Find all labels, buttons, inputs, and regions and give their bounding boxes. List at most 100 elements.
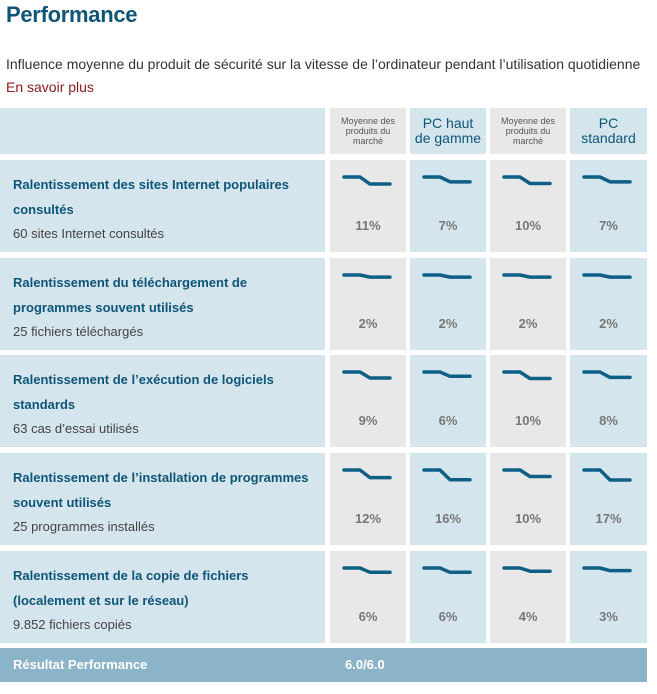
slowdown-line bbox=[582, 566, 632, 573]
value-cell-market-avg-1: 6% bbox=[330, 551, 406, 643]
value-cell-market-avg-1: 12% bbox=[330, 453, 406, 545]
slowdown-value: 4% bbox=[518, 609, 538, 624]
slowdown-value: 2% bbox=[358, 316, 378, 331]
row-label-cell: Ralentissement de l’installation de prog… bbox=[0, 453, 325, 545]
slowdown-value: 6% bbox=[438, 413, 458, 428]
slowdown-line bbox=[422, 468, 472, 482]
value-cell-high-end-pc: 7% bbox=[410, 160, 486, 252]
slowdown-graph-icon bbox=[582, 273, 632, 279]
value-cell-market-avg-1: 11% bbox=[330, 160, 406, 252]
slowdown-value: 7% bbox=[599, 218, 618, 233]
slowdown-line bbox=[422, 273, 472, 279]
slowdown-line bbox=[342, 273, 392, 279]
slowdown-graph-icon bbox=[582, 566, 632, 573]
slowdown-value: 2% bbox=[599, 316, 618, 331]
learn-more-link[interactable]: En savoir plus bbox=[6, 79, 94, 95]
table-row: Ralentissement des sites Internet popula… bbox=[0, 160, 657, 252]
slowdown-value: 6% bbox=[358, 609, 378, 624]
value-cell-standard-pc: 17% bbox=[570, 453, 647, 545]
slowdown-value: 7% bbox=[438, 218, 458, 233]
value-cell-market-avg-2: 10% bbox=[490, 160, 566, 252]
value-cell-market-avg-1: 2% bbox=[330, 258, 406, 350]
result-score: 6.0/6.0 bbox=[345, 657, 385, 672]
row-label-cell: Ralentissement du téléchargement de prog… bbox=[0, 258, 325, 350]
slowdown-graph-icon bbox=[342, 273, 392, 279]
slowdown-graph-icon bbox=[582, 175, 632, 184]
value-cell-high-end-pc: 6% bbox=[410, 551, 486, 643]
slowdown-graph-icon bbox=[502, 370, 552, 381]
slowdown-line bbox=[422, 566, 472, 575]
table-row: Ralentissement de l’exécution de logicie… bbox=[0, 355, 657, 447]
col-header-market-avg-2: Moyenne des produits du marché bbox=[490, 108, 566, 154]
value-cell-high-end-pc: 2% bbox=[410, 258, 486, 350]
slowdown-line bbox=[582, 175, 632, 184]
value-cell-market-avg-2: 10% bbox=[490, 453, 566, 545]
slowdown-graph-icon bbox=[422, 566, 472, 575]
slowdown-line bbox=[582, 468, 632, 482]
value-cell-market-avg-2: 10% bbox=[490, 355, 566, 447]
slowdown-graph-icon bbox=[342, 175, 392, 186]
value-cell-standard-pc: 8% bbox=[570, 355, 647, 447]
value-cell-standard-pc: 2% bbox=[570, 258, 647, 350]
slowdown-graph-icon bbox=[422, 468, 472, 482]
slowdown-graph-icon bbox=[342, 566, 392, 575]
slowdown-value: 16% bbox=[434, 511, 462, 526]
slowdown-line bbox=[502, 566, 552, 573]
row-title: Ralentissement de l’installation de prog… bbox=[13, 470, 309, 510]
slowdown-line bbox=[582, 273, 632, 279]
row-subtitle: 63 cas d’essai utilisés bbox=[13, 421, 139, 436]
col-header-market-avg-1: Moyenne des produits du marché bbox=[330, 108, 406, 154]
col-header-high-end-pc: PC haut de gamme bbox=[410, 108, 486, 154]
value-cell-high-end-pc: 6% bbox=[410, 355, 486, 447]
slowdown-graph-icon bbox=[342, 370, 392, 380]
slowdown-value: 10% bbox=[514, 511, 542, 526]
slowdown-value: 2% bbox=[518, 316, 538, 331]
slowdown-line bbox=[502, 273, 552, 279]
value-cell-market-avg-2: 4% bbox=[490, 551, 566, 643]
result-label: Résultat Performance bbox=[13, 657, 148, 672]
row-subtitle: 60 sites Internet consultés bbox=[13, 226, 165, 241]
row-label-cell: Ralentissement des sites Internet popula… bbox=[0, 160, 325, 252]
row-label-cell: Ralentissement de la copie de fichiers (… bbox=[0, 551, 325, 643]
slowdown-line bbox=[342, 175, 392, 186]
table-header-row: Moyenne des produits du marché PC haut d… bbox=[0, 108, 657, 154]
page-title: Performance bbox=[6, 2, 138, 27]
slowdown-value: 12% bbox=[354, 511, 382, 526]
slowdown-graph-icon bbox=[422, 370, 472, 379]
performance-result-bar: Résultat Performance 6.0/6.0 bbox=[0, 648, 647, 682]
col-header-standard-pc: PC standard bbox=[570, 108, 647, 154]
row-label-cell: Ralentissement de l’exécution de logicie… bbox=[0, 355, 325, 447]
slowdown-graph-icon bbox=[502, 273, 552, 279]
slowdown-graph-icon bbox=[502, 468, 552, 479]
header-empty-cell bbox=[0, 108, 325, 154]
row-subtitle: 9.852 fichiers copiés bbox=[13, 617, 132, 632]
slowdown-graph-icon bbox=[502, 175, 552, 186]
slowdown-value: 2% bbox=[438, 316, 458, 331]
row-title: Ralentissement du téléchargement de prog… bbox=[13, 275, 248, 315]
slowdown-line bbox=[342, 468, 392, 480]
row-title: Ralentissement des sites Internet popula… bbox=[13, 177, 289, 217]
table-row: Ralentissement du téléchargement de prog… bbox=[0, 258, 657, 350]
page-subtitle: Influence moyenne du produit de sécurité… bbox=[6, 56, 641, 72]
slowdown-graph-icon bbox=[502, 566, 552, 573]
table-row: Ralentissement de la copie de fichiers (… bbox=[0, 551, 657, 643]
slowdown-value: 3% bbox=[599, 609, 618, 624]
value-cell-standard-pc: 3% bbox=[570, 551, 647, 643]
row-title: Ralentissement de l’exécution de logicie… bbox=[13, 372, 274, 412]
slowdown-graph-icon bbox=[422, 273, 472, 279]
slowdown-graph-icon bbox=[582, 370, 632, 380]
slowdown-line bbox=[502, 468, 552, 479]
slowdown-value: 10% bbox=[514, 218, 542, 233]
slowdown-value: 9% bbox=[358, 413, 378, 428]
slowdown-line bbox=[342, 566, 392, 575]
slowdown-value: 8% bbox=[599, 413, 618, 428]
slowdown-graph-icon bbox=[422, 175, 472, 184]
slowdown-line bbox=[342, 370, 392, 380]
slowdown-graph-icon bbox=[582, 468, 632, 482]
slowdown-line bbox=[422, 175, 472, 184]
value-cell-market-avg-1: 9% bbox=[330, 355, 406, 447]
row-subtitle: 25 fichiers téléchargés bbox=[13, 324, 144, 339]
slowdown-value: 17% bbox=[595, 511, 622, 526]
value-cell-high-end-pc: 16% bbox=[410, 453, 486, 545]
